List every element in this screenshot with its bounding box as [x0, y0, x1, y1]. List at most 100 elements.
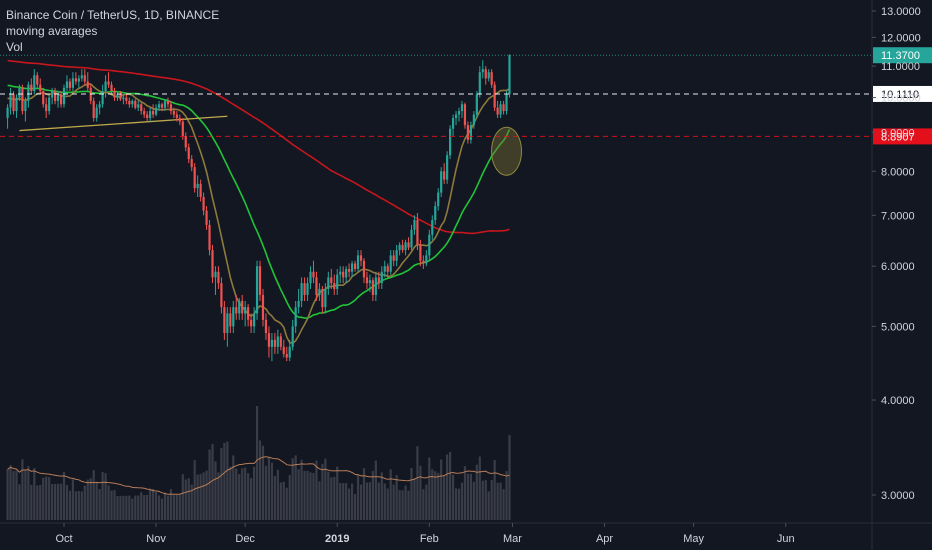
candle[interactable]: [77, 75, 80, 88]
candle[interactable]: [425, 250, 428, 267]
candle[interactable]: [187, 143, 190, 164]
candle[interactable]: [6, 104, 9, 129]
candle[interactable]: [446, 151, 449, 184]
candle[interactable]: [119, 91, 122, 101]
candle[interactable]: [229, 307, 232, 334]
candle[interactable]: [389, 250, 392, 275]
candle[interactable]: [107, 72, 110, 88]
candle[interactable]: [83, 69, 86, 85]
candle[interactable]: [193, 163, 196, 193]
candle[interactable]: [125, 94, 128, 105]
candle[interactable]: [401, 239, 404, 253]
volume-label[interactable]: Vol: [6, 40, 23, 54]
candle[interactable]: [146, 111, 149, 122]
candle[interactable]: [214, 266, 217, 295]
candle[interactable]: [15, 94, 18, 119]
candle[interactable]: [342, 266, 345, 284]
candle[interactable]: [303, 277, 306, 301]
candle[interactable]: [267, 326, 271, 358]
candle[interactable]: [95, 104, 98, 122]
candle[interactable]: [143, 107, 146, 119]
candle[interactable]: [273, 333, 276, 354]
candle[interactable]: [59, 91, 63, 108]
candle[interactable]: [250, 313, 253, 334]
candle[interactable]: [466, 121, 470, 144]
candle[interactable]: [312, 260, 315, 284]
ma-red-line[interactable]: [7, 59, 510, 235]
candle[interactable]: [472, 111, 475, 129]
candle[interactable]: [166, 97, 170, 108]
candle[interactable]: [505, 91, 508, 115]
candle[interactable]: [205, 206, 208, 230]
candle[interactable]: [440, 167, 443, 197]
candle[interactable]: [116, 91, 119, 101]
candle[interactable]: [324, 283, 327, 314]
candle[interactable]: [386, 263, 389, 278]
candle[interactable]: [169, 100, 173, 115]
candle[interactable]: [175, 111, 178, 122]
candle[interactable]: [371, 277, 374, 301]
candle[interactable]: [359, 250, 363, 267]
candle[interactable]: [493, 81, 496, 112]
candle[interactable]: [98, 100, 101, 115]
candle[interactable]: [297, 288, 300, 314]
candle[interactable]: [223, 300, 226, 340]
candle[interactable]: [12, 91, 15, 115]
candle[interactable]: [53, 87, 57, 105]
candle[interactable]: [490, 69, 493, 88]
candle[interactable]: [18, 84, 21, 101]
candle[interactable]: [264, 313, 268, 340]
candle[interactable]: [21, 84, 24, 115]
candle[interactable]: [65, 75, 69, 92]
candle[interactable]: [431, 215, 434, 240]
candle[interactable]: [71, 72, 75, 92]
candle[interactable]: [410, 224, 413, 251]
candle[interactable]: [238, 297, 241, 320]
candle[interactable]: [252, 307, 256, 334]
candle[interactable]: [202, 192, 205, 216]
candle[interactable]: [327, 271, 330, 295]
candle[interactable]: [413, 215, 416, 235]
indicator-label[interactable]: moving avarages: [6, 24, 98, 38]
candle[interactable]: [217, 266, 220, 289]
candle[interactable]: [350, 260, 354, 278]
candle[interactable]: [92, 97, 95, 122]
candle[interactable]: [122, 94, 125, 105]
candle[interactable]: [336, 268, 339, 295]
candle[interactable]: [348, 263, 351, 278]
candle[interactable]: [184, 132, 187, 152]
candle[interactable]: [428, 229, 431, 261]
candle[interactable]: [449, 125, 452, 160]
candle[interactable]: [407, 237, 410, 251]
candle[interactable]: [288, 339, 291, 362]
candle[interactable]: [475, 91, 478, 119]
candle[interactable]: [300, 277, 303, 308]
candle[interactable]: [86, 72, 89, 92]
candle[interactable]: [45, 97, 48, 119]
candle[interactable]: [68, 78, 72, 92]
candle[interactable]: [463, 102, 467, 129]
candle[interactable]: [315, 271, 318, 301]
candle[interactable]: [154, 104, 158, 117]
candle[interactable]: [309, 266, 312, 289]
candle[interactable]: [48, 94, 51, 115]
candle[interactable]: [339, 266, 342, 284]
candle[interactable]: [279, 333, 282, 351]
highlight-ellipse[interactable]: [491, 126, 523, 176]
candle[interactable]: [496, 100, 499, 119]
candle[interactable]: [9, 87, 12, 115]
candle[interactable]: [199, 179, 202, 202]
candle[interactable]: [101, 84, 104, 108]
candle[interactable]: [437, 188, 440, 211]
candle[interactable]: [211, 244, 214, 284]
candle[interactable]: [128, 97, 131, 108]
candle[interactable]: [160, 102, 164, 112]
candle[interactable]: [163, 99, 167, 112]
candle[interactable]: [419, 239, 422, 267]
candle[interactable]: [258, 260, 262, 301]
candle[interactable]: [321, 286, 324, 314]
candle[interactable]: [443, 163, 446, 184]
candle[interactable]: [362, 258, 366, 284]
candle[interactable]: [74, 72, 77, 85]
